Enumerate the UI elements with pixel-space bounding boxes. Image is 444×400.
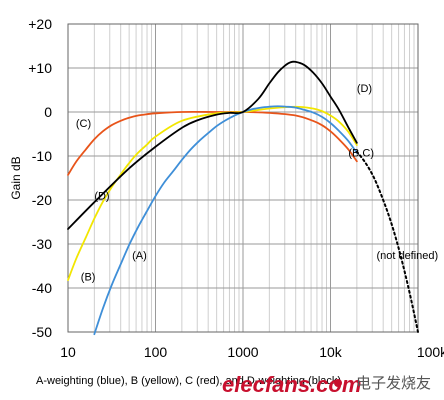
y-tick-label: -20 xyxy=(32,192,52,208)
curve-annotation: (D) xyxy=(94,191,109,203)
series-c-line xyxy=(67,111,358,176)
x-tick-label: 10k xyxy=(319,344,343,360)
y-tick-label: -10 xyxy=(32,148,52,164)
series-not-defined-line xyxy=(355,150,419,333)
y-tick-label: +20 xyxy=(28,16,52,32)
series-group xyxy=(67,60,419,336)
x-tick-label: 100k xyxy=(417,344,444,360)
chart-grid xyxy=(67,23,418,333)
curve-annotation: (not defined) xyxy=(376,250,438,262)
x-tick-label: 100 xyxy=(144,344,168,360)
y-tick-label: -30 xyxy=(32,236,52,252)
chart-caption: A-weighting (blue), B (yellow), C (red),… xyxy=(36,375,341,387)
annotations: (C) (D) (A) (B) (D) (B,C) (not defined) xyxy=(76,83,438,284)
watermark-text: elecfans.com xyxy=(222,372,361,397)
curve-annotation: (D) xyxy=(357,83,372,95)
curve-annotation: (B) xyxy=(81,272,96,284)
y-tick-label: -40 xyxy=(32,280,52,296)
y-axis-label: Gain dB xyxy=(9,156,23,199)
x-tick-labels: 10 100 1000 10k 100k xyxy=(60,344,444,360)
watermark-text-cn: 电子发烧友 xyxy=(356,374,431,392)
x-tick-label: 1000 xyxy=(227,344,258,360)
series-a-line xyxy=(93,105,358,336)
curve-annotation: (A) xyxy=(132,250,147,262)
watermark: elecfans.com 电子发烧友 xyxy=(222,372,431,397)
y-tick-label: 0 xyxy=(44,104,52,120)
y-tick-label: -50 xyxy=(32,324,52,340)
watermark-logo-icon xyxy=(334,379,342,387)
series-b-line xyxy=(67,105,358,281)
y-tick-labels: +20 +10 0 -10 -20 -30 -40 -50 xyxy=(28,16,52,340)
curve-annotation: (C) xyxy=(76,118,91,130)
plot-frame xyxy=(67,23,419,333)
y-tick-label: +10 xyxy=(28,60,52,76)
curve-annotation: (B,C) xyxy=(348,147,374,159)
series-d-line xyxy=(67,60,358,230)
x-tick-label: 10 xyxy=(60,344,76,360)
